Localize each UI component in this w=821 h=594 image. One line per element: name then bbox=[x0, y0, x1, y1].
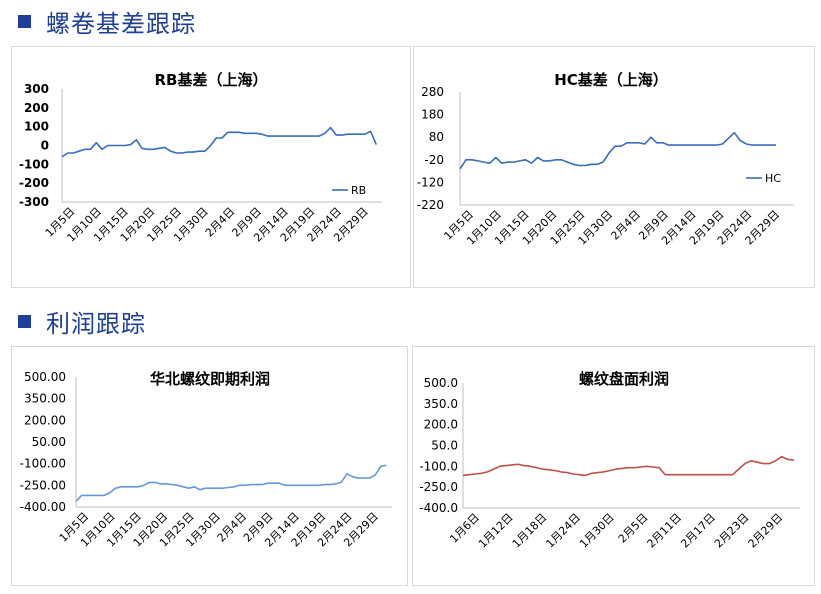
chart-panel-rb-basis: RB基差（上海） 300 200 100 0 -100 -200 -300 1月5日 1月10日 1… bbox=[11, 46, 411, 288]
y-tick-label: 200.00 bbox=[24, 413, 66, 427]
chart-hc-basis: HC基差（上海）28018080-20-120-2201月5日1月10日1月15… bbox=[417, 71, 794, 248]
y-tick-label: 280 bbox=[421, 85, 444, 99]
y-tick-label: 300 bbox=[24, 82, 49, 96]
y-tick-label: -120 bbox=[417, 175, 444, 189]
x-tick-label: 2月29日 bbox=[746, 511, 786, 551]
legend-label: HC bbox=[765, 172, 781, 185]
x-tick-label: 2月23日 bbox=[712, 511, 752, 551]
y-tick-label: -100 bbox=[19, 157, 49, 171]
y-tick-label: 100 bbox=[24, 120, 49, 134]
section-title-text: 螺卷基差跟踪 bbox=[46, 9, 196, 38]
y-tick-label: 200 bbox=[24, 101, 49, 115]
x-tick-label: 2月4日 bbox=[608, 208, 643, 243]
section-title-basis: 螺卷基差跟踪 bbox=[18, 6, 196, 38]
chart-title: RB基差（上海） bbox=[155, 71, 268, 89]
section-bullet-icon bbox=[18, 314, 31, 328]
y-tick-label: -400.0 bbox=[419, 501, 458, 515]
x-tick-label: 2月17日 bbox=[678, 511, 718, 551]
chart-title: 华北螺纹即期利润 bbox=[150, 370, 270, 388]
y-tick-label: 350.00 bbox=[24, 392, 66, 406]
x-tick-label: 2月11日 bbox=[645, 511, 685, 551]
y-tick-label: 500.0 bbox=[424, 376, 458, 390]
x-tick-label: 1月18日 bbox=[510, 511, 550, 551]
chart-title: HC基差（上海） bbox=[554, 71, 668, 89]
series-line bbox=[61, 126, 378, 158]
x-tick-label: 1月24日 bbox=[543, 511, 583, 551]
y-tick-label: -250.00 bbox=[20, 478, 66, 492]
y-tick-label: 200.0 bbox=[424, 418, 458, 432]
y-tick-label: 50.0 bbox=[431, 439, 458, 453]
y-tick-label: -200 bbox=[19, 176, 49, 190]
section-bullet-icon bbox=[18, 14, 31, 28]
chart-panel-futures-profit: 螺纹盘面利润 500.0 350.0 200.0 50.0 -100.0 -250.0 -40… bbox=[412, 346, 815, 586]
y-tick-label: -400.00 bbox=[20, 500, 66, 514]
series-line bbox=[459, 131, 777, 170]
chart-futures-profit: 螺纹盘面利润 500.0 350.0 200.0 50.0 -100.0 -250.0 -40… bbox=[419, 370, 800, 551]
y-tick-label: 0 bbox=[41, 139, 49, 153]
chart-panel-hc-basis: HC基差（上海） 280 180 80 -20 -120 -220 1月5日 1月10日 1月15… bbox=[413, 46, 815, 288]
series-line bbox=[462, 455, 794, 477]
y-tick-label: -100.00 bbox=[20, 457, 66, 471]
y-tick-label: 500.00 bbox=[24, 370, 66, 384]
y-tick-label: -100.0 bbox=[419, 459, 458, 473]
y-tick-label: -250.0 bbox=[419, 480, 458, 494]
section-title-text: 利润跟踪 bbox=[46, 309, 146, 338]
chart-panel-north-spot-profit: 华北螺纹即期利润 500.00 350.00 200.00 50.00 -100.00 -2… bbox=[11, 346, 408, 586]
y-tick-label: -20 bbox=[424, 153, 444, 167]
y-tick-label: -220 bbox=[417, 198, 444, 212]
legend-label: RB bbox=[351, 184, 366, 197]
chart-rb-basis: RB基差（上海）3002001000-100-200-3001月5日1月10日1… bbox=[19, 71, 382, 245]
y-tick-label: 350.0 bbox=[424, 397, 458, 411]
section-title-profit: 利润跟踪 bbox=[18, 306, 146, 338]
x-tick-label: 1月12日 bbox=[476, 511, 516, 551]
chart-title: 螺纹盘面利润 bbox=[579, 370, 669, 388]
y-tick-label: -300 bbox=[19, 195, 49, 209]
chart-north-spot-profit: 华北螺纹即期利润 500.00 350.00 200.00 50.00 -100.00 -2… bbox=[20, 370, 392, 550]
x-tick-label: 1月30日 bbox=[577, 511, 617, 551]
series-line bbox=[75, 464, 387, 502]
y-tick-label: 80 bbox=[429, 130, 444, 144]
y-tick-label: 180 bbox=[421, 108, 444, 122]
y-tick-label: 50.00 bbox=[32, 435, 66, 449]
